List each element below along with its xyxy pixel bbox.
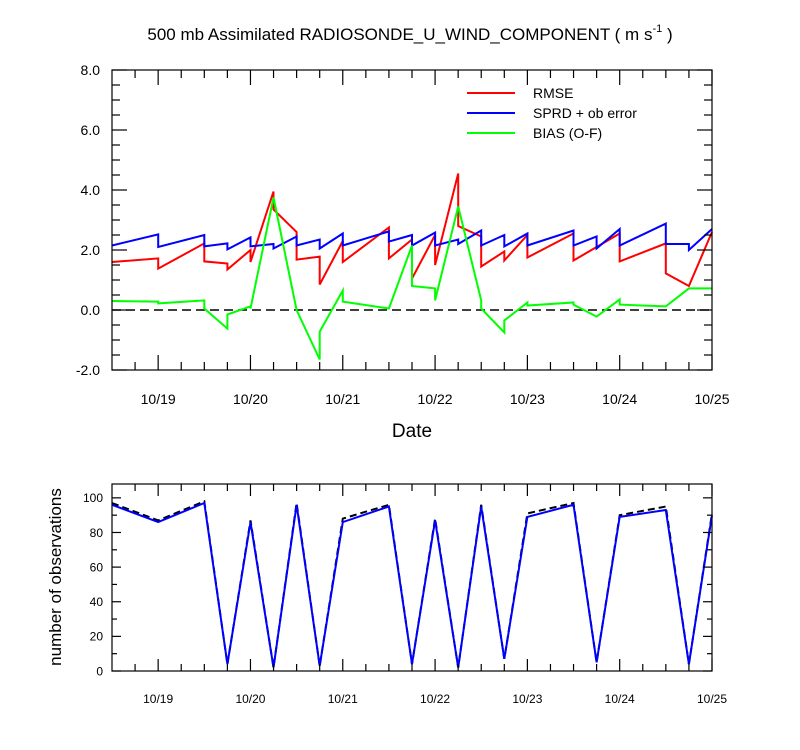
x-tick-label: 10/19 — [141, 391, 176, 407]
x-tick-label: 10/23 — [510, 391, 545, 407]
x-tick-label: 10/24 — [605, 692, 635, 706]
legend-label: BIAS (O-F) — [533, 125, 602, 141]
y-tick-label: 100 — [83, 491, 103, 505]
series-line-observations-possible — [111, 499, 713, 668]
bottom-plot-frame — [111, 483, 713, 672]
y-tick-label: 4.0 — [81, 182, 101, 198]
bottom-chart: 10/19 10/20 10/21 10/22 10/23 10/24 10/25 0 20 40… — [46, 483, 727, 706]
legend-label: SPRD + ob error — [533, 105, 637, 121]
y-tick-label: 8.0 — [81, 62, 101, 78]
x-tick-label: 10/19 — [143, 692, 173, 706]
x-tick-label: 10/25 — [697, 692, 727, 706]
x-tick-label: 10/20 — [233, 391, 268, 407]
bottom-series-group — [111, 499, 713, 668]
y-tick-label: 6.0 — [81, 122, 101, 138]
top-legend: RMSE SPRD + ob error BIAS (O-F) — [467, 85, 637, 141]
series-line-bias-o-f — [111, 197, 712, 360]
y-tick-label: 0 — [96, 664, 103, 678]
top-x-axis-label: Date — [392, 421, 432, 442]
x-tick-label: 10/20 — [235, 692, 265, 706]
x-tick-label: 10/24 — [602, 391, 637, 407]
y-tick-label: 80 — [90, 526, 104, 540]
bottom-axis-ticks: 10/19 10/20 10/21 10/22 10/23 10/24 10/25 0 20 40… — [83, 484, 727, 706]
x-tick-label: 10/22 — [420, 692, 450, 706]
x-tick-label: 10/25 — [694, 391, 729, 407]
top-axis-ticks: 10/19 10/20 10/21 10/22 10/23 10/24 10/25 -2.0 0… — [76, 62, 730, 407]
y-tick-label: 60 — [90, 560, 104, 574]
x-tick-label: 10/22 — [418, 391, 453, 407]
x-tick-label: 10/23 — [512, 692, 542, 706]
x-tick-label: 10/21 — [328, 692, 358, 706]
bottom-y-axis-label: number of observations — [46, 488, 65, 666]
chart-title: 500 mb Assimilated RADIOSONDE_U_WIND_COM… — [147, 23, 672, 44]
y-tick-label: 40 — [90, 595, 104, 609]
series-line-sprd-ob-error — [111, 222, 713, 253]
top-chart: 500 mb Assimilated RADIOSONDE_U_WIND_COM… — [76, 23, 730, 442]
top-series-group — [111, 173, 713, 360]
y-tick-label: -2.0 — [76, 362, 100, 378]
y-tick-label: 20 — [90, 630, 104, 644]
y-tick-label: 0.0 — [81, 302, 101, 318]
series-line-observations-used — [111, 501, 713, 668]
x-tick-label: 10/21 — [325, 391, 360, 407]
legend-label: RMSE — [533, 85, 573, 101]
y-tick-label: 2.0 — [81, 242, 101, 258]
